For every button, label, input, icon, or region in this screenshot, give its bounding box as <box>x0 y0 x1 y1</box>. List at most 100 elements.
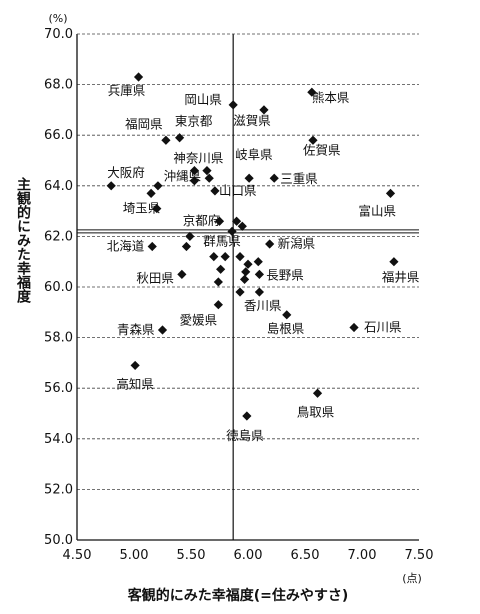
point-label: 福井県 <box>382 270 420 285</box>
data-point <box>210 186 220 196</box>
point-label: 北海道 <box>107 239 145 254</box>
data-point <box>241 267 251 277</box>
data-point <box>253 257 263 267</box>
plot-frame <box>76 33 419 541</box>
point-label: 福岡県 <box>125 116 163 131</box>
y-tick-label: 70.0 <box>44 27 73 42</box>
point-label: 大阪府 <box>107 165 145 180</box>
point-label: 埼玉県 <box>123 201 161 216</box>
data-point <box>216 264 226 274</box>
data-point <box>254 287 264 297</box>
data-point <box>220 252 230 262</box>
data-point <box>235 252 245 262</box>
point-label: 熊本県 <box>312 90 350 105</box>
data-point <box>242 411 252 421</box>
data-point <box>385 188 396 198</box>
point-label: 新潟県 <box>278 236 316 251</box>
y-tick-labels: 50.0 52.0 54.0 56.0 58.0 60.0 62.0 64.0 66.0 68.0… <box>44 27 73 548</box>
y-tick-label: 52.0 <box>44 482 73 497</box>
data-point <box>146 188 156 198</box>
data-point <box>259 105 269 115</box>
data-point <box>175 133 185 143</box>
point-label: 山口県 <box>219 183 257 198</box>
grid-lines <box>77 84 419 490</box>
y-tick-label: 54.0 <box>44 432 73 447</box>
data-point <box>152 203 162 214</box>
point-label: 岡山県 <box>184 92 222 107</box>
reference-lines <box>77 34 419 540</box>
point-label: 青森県 <box>117 322 155 337</box>
point-label: 佐賀県 <box>303 142 341 157</box>
point-label: 石川県 <box>364 319 402 334</box>
y-tick-label: 64.0 <box>44 179 73 194</box>
data-point <box>161 135 171 145</box>
y-tick-label: 68.0 <box>44 78 73 93</box>
point-label: 三重県 <box>280 171 318 186</box>
data-point <box>237 221 247 231</box>
data-point <box>269 173 279 183</box>
data-point <box>133 72 144 82</box>
data-point <box>213 300 223 310</box>
data-point <box>209 252 219 262</box>
point-label: 滋賀県 <box>233 113 271 128</box>
point-label: 京都府 <box>183 213 221 228</box>
data-point <box>147 241 157 252</box>
x-tick-label: 7.00 <box>348 548 377 563</box>
point-label: 島根県 <box>267 321 305 336</box>
y-axis-title: 主観的にみた幸福度 <box>15 176 32 304</box>
y-tick-label: 60.0 <box>44 280 73 295</box>
x-tick-label: 6.50 <box>291 548 320 563</box>
data-point <box>157 325 168 335</box>
data-point <box>244 173 254 183</box>
data-point <box>189 176 200 186</box>
point-label: 香川県 <box>244 298 282 313</box>
data-point <box>389 257 399 267</box>
data-point <box>265 239 275 249</box>
point-label: 高知県 <box>116 376 154 391</box>
point-label: 富山県 <box>359 203 397 218</box>
y-tick-label: 66.0 <box>44 128 73 143</box>
y-tick-label: 58.0 <box>44 331 73 346</box>
data-point <box>228 100 238 110</box>
point-label: 東京都 <box>175 114 213 129</box>
data-point <box>308 135 318 145</box>
point-label: 兵庫県 <box>108 83 146 98</box>
data-points <box>106 72 399 421</box>
y-tick-label: 50.0 <box>44 533 73 548</box>
data-point <box>227 226 237 236</box>
x-tick-label: 7.50 <box>405 548 434 563</box>
point-label: 群馬県 <box>203 233 241 248</box>
data-point <box>177 269 187 279</box>
x-tick-label: 6.00 <box>234 548 263 563</box>
data-point <box>202 166 212 176</box>
data-point <box>239 274 250 285</box>
point-label: 秋田県 <box>136 270 174 285</box>
x-unit-label: (点) <box>402 572 422 585</box>
x-axis-title: 客観的にみた幸福度(=住みやすさ) <box>127 587 349 604</box>
data-point <box>204 173 214 183</box>
x-tick-label: 4.50 <box>63 548 92 563</box>
data-point <box>213 277 223 287</box>
x-tick-labels: 4.50 5.00 5.50 6.00 6.50 7.00 7.50 <box>63 548 434 563</box>
point-label: 鳥取県 <box>297 404 335 419</box>
y-tick-label: 56.0 <box>44 381 73 396</box>
x-tick-label: 5.00 <box>120 548 149 563</box>
data-point <box>235 287 245 297</box>
y-unit-label: (%) <box>48 12 67 25</box>
data-point <box>282 310 292 320</box>
y-tick-label: 62.0 <box>44 229 73 244</box>
point-label: 沖縄県 <box>164 169 202 184</box>
data-point <box>189 166 200 176</box>
data-point <box>312 388 323 398</box>
point-label: 長野県 <box>266 268 304 283</box>
data-point <box>185 231 195 241</box>
point-label: 岐阜県 <box>235 147 273 162</box>
data-point <box>130 360 140 371</box>
x-tick-label: 5.50 <box>177 548 206 563</box>
data-point <box>307 87 317 97</box>
data-point <box>181 241 192 252</box>
data-point <box>254 269 264 279</box>
data-point <box>349 322 359 333</box>
